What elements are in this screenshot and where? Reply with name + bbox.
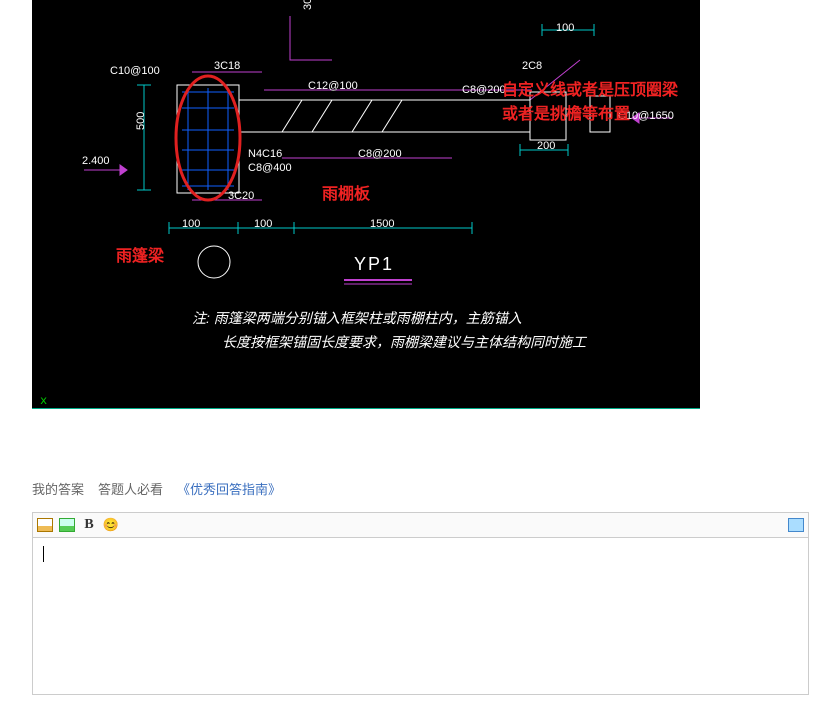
txt-c8-200a: C8@200 <box>462 84 506 96</box>
insert-image2-icon[interactable] <box>59 517 75 533</box>
must-read-label: 答题人必看 <box>98 479 163 498</box>
dim-2400: 2.400 <box>82 155 110 167</box>
drawing-title: YP1 <box>354 254 394 275</box>
dim-100b: 100 <box>254 218 272 230</box>
note-line-2: 长度按框架锚固长度要求，雨棚梁建议与主体结构同时施工 <box>222 332 586 352</box>
dim-200: 200 <box>537 140 555 152</box>
emoji-icon[interactable]: 😊 <box>103 517 119 533</box>
txt-c12-100: C12@100 <box>308 80 358 92</box>
txt-c8-400: C8@400 <box>248 162 292 174</box>
editor-textarea[interactable] <box>33 538 808 694</box>
txt-3c20: 3C20 <box>228 190 254 202</box>
insert-image-icon[interactable] <box>37 517 53 533</box>
dim-1500: 1500 <box>370 218 394 230</box>
annot-custom-1: 自定义线或者是压顶圈梁 <box>502 76 678 100</box>
cad-drawing: 100 300 C10@100 3C18 C12@100 C8@200 2C8 … <box>32 0 700 409</box>
dim-500: 500 <box>135 112 147 130</box>
note-line-1: 注: 雨篷梁两端分别锚入框架柱或雨棚柱内，主筋锚入 <box>192 308 522 328</box>
annot-custom-2: 或者是挑檐等布置 <box>502 100 630 124</box>
axis-x-label: x <box>40 394 47 408</box>
fullscreen-icon[interactable] <box>125 517 141 533</box>
txt-c8-200b: C8@200 <box>358 148 402 160</box>
my-answer-label: 我的答案 <box>32 479 84 498</box>
txt-n4c16: N4C16 <box>248 148 282 160</box>
answer-header-row: 我的答案 答题人必看 《优秀回答指南》 <box>32 479 803 498</box>
editor-toolbar: B 😊 <box>33 513 808 538</box>
dim-100a: 100 <box>182 218 200 230</box>
txt-c10-100: C10@100 <box>110 65 160 77</box>
txt-2c8: 2C8 <box>522 60 542 72</box>
guide-link[interactable]: 《优秀回答指南》 <box>177 479 281 498</box>
dim-100-top: 100 <box>556 22 574 34</box>
answer-editor: B 😊 <box>32 512 809 695</box>
bold-icon[interactable]: B <box>81 517 97 533</box>
txt-3c18: 3C18 <box>214 60 240 72</box>
annot-slab: 雨棚板 <box>322 180 370 204</box>
annot-beam: 雨篷梁 <box>116 242 164 266</box>
dim-300: 300 <box>302 0 314 10</box>
